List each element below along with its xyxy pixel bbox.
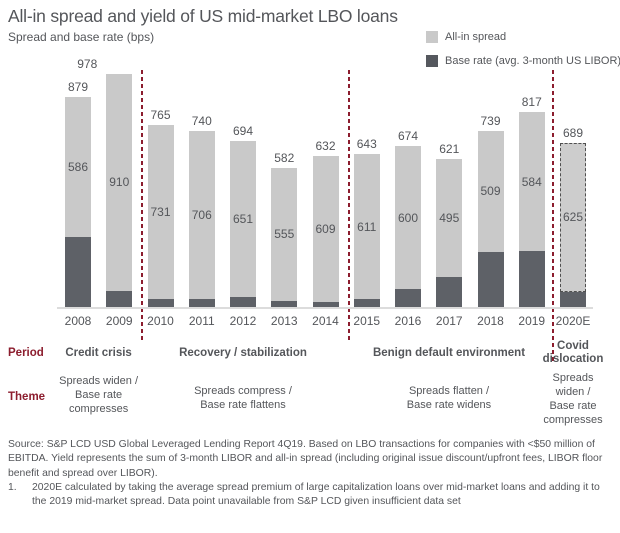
spread-value-label-2012: 651	[232, 212, 254, 227]
spread-value-label-2018: 509	[480, 184, 501, 199]
total-label-2014: 632	[315, 139, 336, 154]
period-separator-line-1	[141, 70, 143, 343]
base-rate-segment-2014	[312, 301, 339, 307]
year-label-2019: 2019	[518, 314, 546, 328]
year-label-2011: 2011	[188, 314, 215, 328]
period-separator-line-3	[552, 70, 554, 362]
spread-value-label-2016: 600	[397, 210, 419, 225]
x-axis-line	[57, 307, 593, 309]
chart-title: All-in spread and yield of US mid-market…	[8, 6, 398, 26]
base-rate-segment-2015	[353, 299, 380, 307]
total-label-2015: 643	[356, 136, 377, 151]
all-in-spread-swatch-icon	[426, 31, 438, 43]
year-label-2016: 2016	[394, 314, 422, 328]
footnote-text: 2020E calculated by taking the average s…	[32, 481, 600, 508]
base-rate-segment-2019	[518, 251, 545, 307]
base-rate-segment-2008	[65, 237, 91, 307]
spread-value-label-2013: 555	[274, 227, 295, 242]
spread-segment-2010	[147, 124, 174, 299]
period-label-1: Credit crisis	[65, 347, 132, 359]
spread-segment-2018	[477, 130, 504, 253]
footnote-number: 1.	[8, 481, 17, 493]
year-label-2017: 2017	[435, 314, 463, 328]
legend-item-base-rate: Base rate (avg. 3-month US LIBOR)	[426, 55, 620, 67]
base-rate-segment-2016	[395, 289, 421, 307]
spread-segment-2019	[518, 112, 545, 252]
spread-segment-2017	[436, 158, 463, 277]
spread-segment-2008	[65, 97, 91, 238]
period-label-4: Covid dislocation	[542, 340, 604, 365]
base-rate-segment-2009	[106, 290, 133, 307]
total-label-2016: 674	[397, 129, 419, 144]
year-label-2012: 2012	[229, 314, 257, 328]
year-label-2014: 2014	[312, 314, 339, 328]
year-label-2015: 2015	[353, 314, 381, 328]
total-label-2012: 694	[232, 124, 254, 139]
footer: Source: S&P LCD USD Global Leveraged Len…	[8, 438, 614, 509]
base-rate-segment-2020E	[560, 291, 586, 307]
total-label-2009: 978	[77, 56, 98, 71]
spread-segment-2016	[395, 146, 421, 290]
chart-subtitle: Spread and base rate (bps)	[8, 30, 155, 44]
base-rate-swatch-icon	[426, 55, 438, 67]
spread-value-label-2020E: 625	[562, 210, 584, 225]
spread-value-label-2014: 609	[315, 221, 336, 236]
base-rate-segment-2011	[188, 298, 215, 307]
spread-value-label-2010: 731	[150, 204, 171, 219]
legend-label: All-in spread	[445, 31, 507, 43]
total-label-2018: 739	[480, 113, 501, 128]
spread-segment-2012	[230, 141, 256, 297]
theme-row-label: Theme	[8, 391, 46, 403]
spread-segment-2013	[271, 168, 298, 301]
spread-value-label-2019: 584	[521, 174, 542, 189]
base-rate-segment-2018	[477, 252, 504, 307]
theme-label-2: Spreads compress / Base rate flattens	[194, 385, 292, 411]
source-note: Source: S&P LCD USD Global Leveraged Len…	[8, 439, 603, 479]
year-label-2010: 2010	[147, 314, 174, 328]
theme-label-4: Spreads widen / Base rate compresses	[543, 372, 603, 426]
spread-value-label-2011: 706	[191, 207, 212, 222]
year-label-2013: 2013	[270, 314, 298, 328]
total-label-2008: 879	[67, 80, 89, 95]
base-rate-segment-2017	[436, 276, 463, 307]
spread-segment-2015	[353, 153, 380, 300]
spread-value-label-2015: 611	[357, 219, 377, 234]
total-label-2010: 765	[150, 107, 171, 122]
spread-value-label-2008: 586	[67, 160, 89, 175]
spread-value-label-2017: 495	[439, 210, 460, 225]
year-label-2018: 2018	[477, 314, 504, 328]
spread-segment-2011	[188, 130, 215, 299]
total-label-2013: 582	[274, 151, 295, 166]
base-rate-segment-2012	[230, 296, 256, 307]
total-label-2019: 817	[521, 95, 542, 110]
footnote-1: 1. 2020E calculated by taking the averag…	[8, 481, 614, 510]
base-rate-segment-2013	[271, 300, 298, 307]
base-rate-segment-2010	[147, 298, 174, 307]
period-separator-line-2	[348, 70, 350, 343]
year-label-2020E: 2020E	[555, 314, 591, 328]
year-label-2008: 2008	[64, 314, 92, 328]
spread-segment-2009	[106, 73, 133, 291]
year-label-2009: 2009	[105, 314, 133, 328]
period-label-2: Recovery / stabilization	[179, 347, 307, 359]
legend-item-all-in-spread: All-in spread	[426, 31, 506, 43]
spread-segment-2020E	[560, 142, 586, 292]
total-label-2020E: 689	[562, 125, 584, 140]
period-label-3: Benign default environment	[372, 347, 526, 359]
legend-label: Base rate (avg. 3-month US LIBOR)	[445, 55, 620, 67]
theme-label-3: Spreads flatten / Base rate widens	[406, 385, 492, 411]
theme-label-1: Spreads widen / Base rate compresses	[59, 375, 139, 415]
spread-segment-2014	[312, 156, 339, 302]
total-label-2011: 740	[191, 113, 212, 128]
total-label-2017: 621	[439, 141, 460, 156]
period-row-label: Period	[8, 347, 44, 359]
spread-value-label-2009: 910	[109, 175, 130, 190]
